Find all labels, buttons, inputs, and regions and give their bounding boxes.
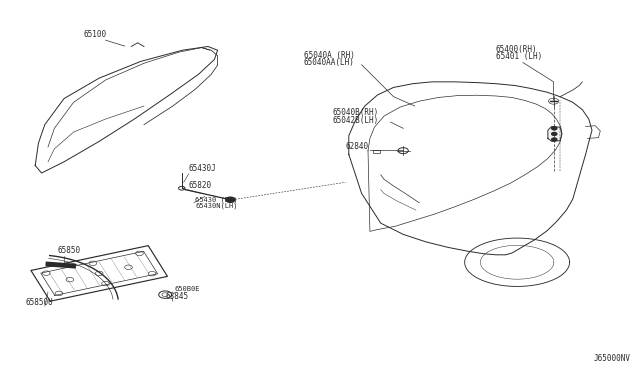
Text: 65430 (RH): 65430 (RH) [195,196,237,203]
Text: 65040A (RH): 65040A (RH) [304,51,355,60]
Text: J65000NV: J65000NV [593,354,630,363]
Text: 65850: 65850 [58,246,81,255]
Text: 65430J: 65430J [189,164,216,173]
Bar [373,150,380,153]
Text: 65430N(LH): 65430N(LH) [195,203,237,209]
Text: 65820: 65820 [189,181,212,190]
Text: 65040B(RH): 65040B(RH) [333,108,379,117]
Text: 65401 (LH): 65401 (LH) [496,52,542,61]
Text: 62840: 62840 [346,142,369,151]
Text: 65100: 65100 [83,30,106,39]
Text: 650B0E: 650B0E [175,286,200,292]
Text: 65042B(LH): 65042B(LH) [333,116,379,125]
Circle shape [552,127,557,130]
Text: 65850U: 65850U [26,298,53,307]
Circle shape [552,138,557,141]
Circle shape [552,132,557,135]
Polygon shape [548,126,562,141]
Text: 63845: 63845 [165,292,188,301]
Text: 65040AA(LH): 65040AA(LH) [304,58,355,67]
Text: 65400(RH): 65400(RH) [496,45,538,54]
Circle shape [226,197,235,202]
